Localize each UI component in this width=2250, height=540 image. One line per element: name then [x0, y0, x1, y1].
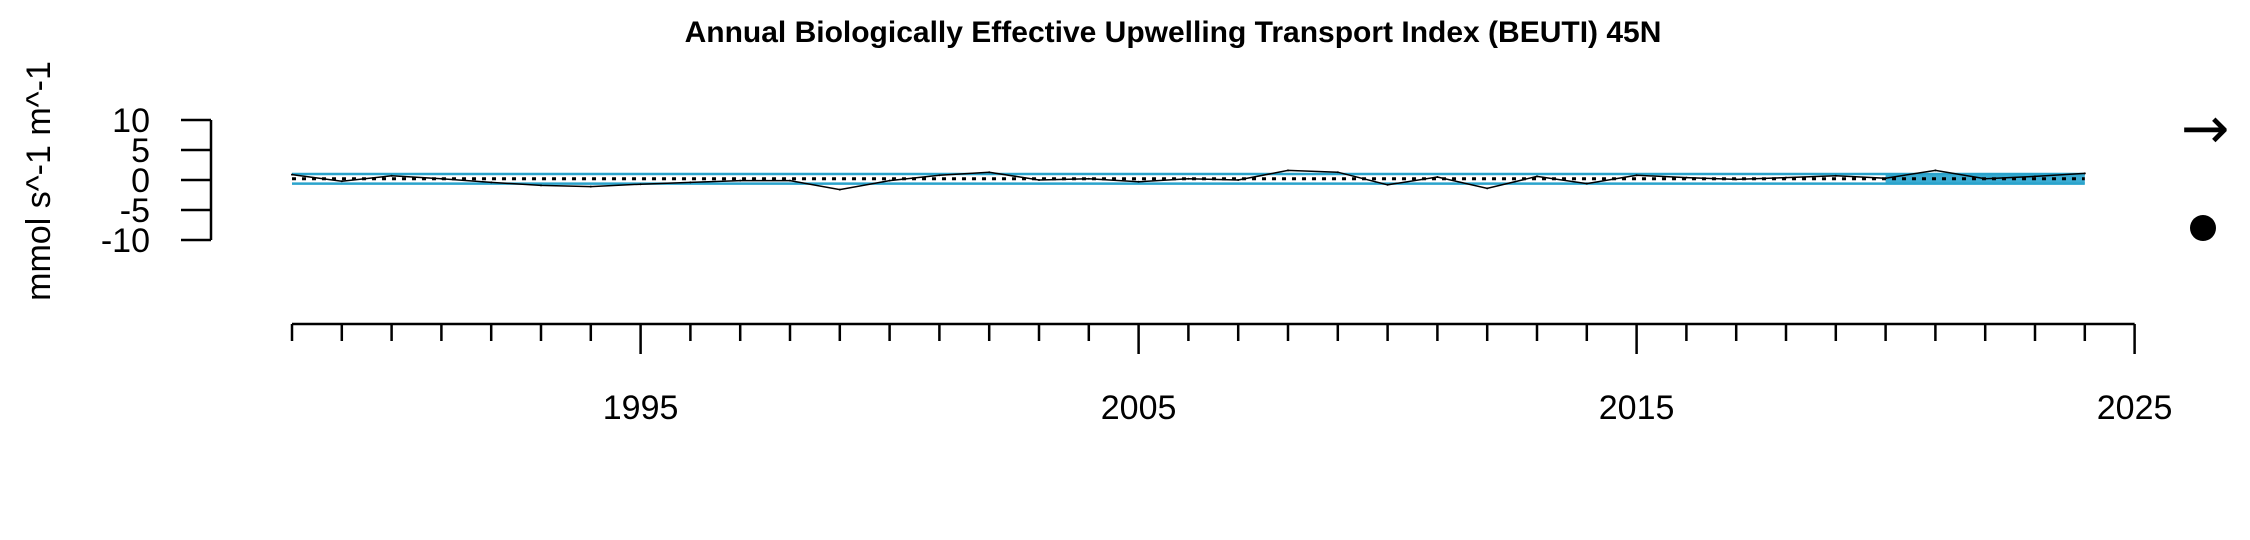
data-point [1884, 177, 1887, 180]
y-tick-label: 5 [131, 132, 150, 170]
data-point [1934, 169, 1937, 172]
trend-arrow-icon: → [2181, 94, 2230, 162]
data-point [739, 179, 742, 182]
x-tick-label: 2015 [1599, 389, 1675, 427]
x-tick-label: 1995 [603, 389, 679, 427]
data-point [1386, 183, 1389, 186]
data-point [1336, 171, 1339, 174]
x-tick-label: 2005 [1101, 389, 1177, 427]
y-tick-label: -10 [101, 222, 150, 260]
data-point [1237, 179, 1240, 181]
data-point [440, 177, 443, 180]
data-point [1486, 187, 1489, 190]
x-axis: 1995 2005 2015 2025 [290, 322, 2173, 427]
data-point [340, 180, 343, 183]
data-point [1685, 176, 1688, 179]
data-point [1087, 177, 1090, 180]
data-point [1585, 182, 1588, 185]
data-point [1984, 177, 1987, 180]
data-point [490, 181, 493, 184]
data-point [291, 173, 293, 176]
y-tick-label: 10 [112, 102, 150, 140]
data-point [938, 174, 941, 177]
data-point [390, 174, 393, 177]
x-tick-label: 2025 [2097, 389, 2173, 427]
y-tick-label: -5 [120, 192, 150, 230]
data-point [1436, 176, 1439, 178]
data-point [838, 188, 841, 191]
trend-dot-icon [2190, 215, 2216, 241]
plot-area [291, 169, 2086, 191]
data-point [540, 184, 542, 187]
data-point [1137, 180, 1140, 183]
data-point [988, 171, 991, 174]
data-point [1536, 175, 1538, 178]
data-point [1187, 177, 1190, 180]
data-point [1287, 169, 1289, 172]
data-point [589, 185, 592, 188]
data-point [639, 183, 642, 186]
y-tick-label: 0 [131, 162, 150, 200]
data-point [1038, 179, 1040, 181]
chart-title: Annual Biologically Effective Upwelling … [685, 16, 1662, 49]
y-axis-label: mmol s^-1 m^-1 [20, 61, 58, 301]
data-point [2083, 172, 2086, 175]
data-point [1635, 174, 1638, 177]
data-point [2034, 175, 2036, 178]
data-point [888, 179, 891, 182]
data-point [789, 179, 791, 182]
data-point [1735, 178, 1738, 181]
data-point [689, 181, 692, 184]
data-point [1834, 174, 1837, 177]
data-point [1785, 176, 1787, 179]
